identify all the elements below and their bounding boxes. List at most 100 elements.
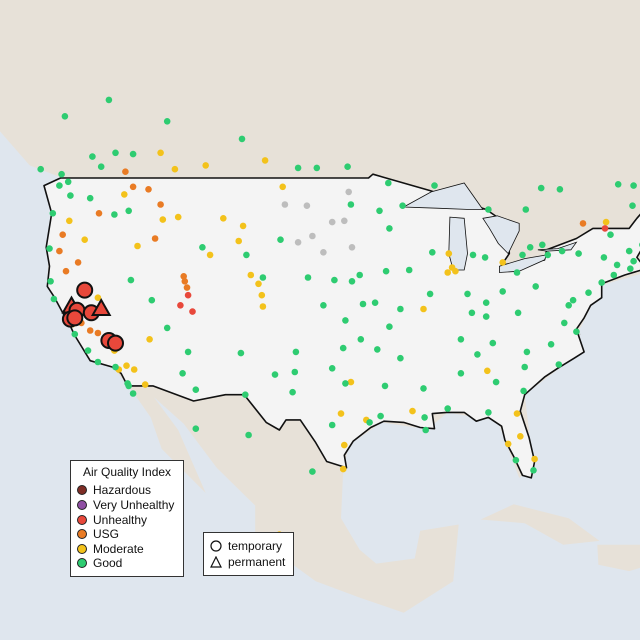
monitor-good-dot	[397, 354, 404, 362]
legend-item-very-unhealthy: Very Unhealthy	[77, 498, 174, 512]
monitor-good-dot	[457, 336, 465, 343]
monitor-good-dot	[148, 296, 156, 304]
monitor-good-dot	[421, 414, 428, 421]
monitor-moderate-dot	[171, 165, 179, 173]
monitor-good-dot	[89, 153, 96, 160]
monitor-good-dot	[377, 412, 384, 420]
monitor-good-dot	[47, 278, 54, 285]
monitor-good-dot	[163, 324, 171, 332]
legend-label-usg: USG	[93, 527, 120, 541]
monitor-good-dot	[630, 257, 637, 265]
monitor-nodata-dot	[341, 217, 348, 225]
monitor-moderate-dot	[174, 213, 182, 221]
monitor-good-dot	[561, 319, 568, 327]
monitor-good-dot	[342, 380, 349, 387]
monitor-good-dot	[58, 170, 65, 178]
monitor-good-dot	[238, 135, 246, 143]
monitor-good-dot	[277, 236, 284, 243]
great-lake-3	[499, 254, 548, 273]
monitor-good-dot	[64, 178, 72, 186]
monitor-good-dot	[521, 363, 528, 371]
monitor-good-dot	[556, 186, 564, 193]
monitor-moderate-dot	[499, 259, 507, 266]
great-lake-1	[448, 216, 468, 271]
monitor-unhealthy-dot	[177, 302, 184, 309]
monitor-good-dot	[105, 96, 113, 104]
monitor-good-dot	[320, 302, 327, 309]
legend-item-temporary: temporary	[210, 538, 282, 554]
monitor-good-dot	[97, 163, 105, 170]
monitor-good-dot	[526, 244, 534, 251]
monitor-good-dot	[129, 150, 137, 158]
monitor-moderate-dot	[420, 305, 427, 313]
monitor-good-dot	[386, 225, 393, 232]
monitor-good-dot	[376, 207, 383, 215]
monitor-moderate-dot	[337, 410, 345, 417]
monitor-good-dot	[481, 254, 489, 261]
monitor-good-dot	[614, 181, 622, 188]
monitor-good-dot	[499, 288, 507, 295]
monitor-moderate-dot	[239, 222, 247, 230]
monitor-moderate-dot	[347, 378, 355, 386]
monitor-good-dot	[49, 210, 57, 217]
monitor-good-dot	[519, 251, 526, 259]
legend-item-unhealthy: Unhealthy	[77, 513, 147, 527]
monitor-good-dot	[485, 206, 492, 213]
monitor-good-dot	[291, 368, 299, 376]
monitor-good-dot	[125, 207, 132, 215]
monitor-moderate-dot	[81, 236, 88, 243]
moderate-swatch	[77, 544, 87, 554]
monitor-good-dot	[565, 302, 572, 309]
monitor-moderate-dot	[452, 267, 459, 275]
monitor-moderate-dot	[220, 215, 227, 222]
monitor-unhealthy-temporary-marker	[66, 309, 84, 327]
monitor-good-dot	[366, 419, 373, 426]
monitor-good-dot	[422, 426, 430, 434]
monitor-good-dot	[610, 271, 618, 279]
legend-item-permanent: permanent	[210, 554, 285, 570]
monitor-good-dot	[304, 274, 312, 281]
monitor-moderate-dot	[259, 303, 267, 310]
monitor-good-dot	[50, 295, 58, 303]
monitor-usg-dot	[183, 284, 191, 291]
monitor-good-dot	[575, 250, 582, 257]
monitor-good-dot	[482, 313, 490, 320]
monitor-good-dot	[523, 348, 531, 356]
monitor-good-dot	[530, 467, 537, 474]
monitor-good-dot	[46, 245, 53, 252]
great-lake-4	[537, 241, 578, 252]
monitor-good-dot	[474, 351, 481, 358]
monitor-good-dot	[371, 299, 379, 307]
monitor-good-dot	[259, 274, 267, 281]
monitor-good-dot	[625, 247, 633, 255]
monitor-usg-dot	[181, 278, 189, 285]
monitor-moderate-dot	[409, 407, 416, 415]
monitor-good-dot	[539, 241, 546, 249]
monitor-good-dot	[482, 299, 490, 307]
monitor-moderate-dot	[445, 250, 453, 257]
monitor-good-dot	[429, 249, 436, 256]
monitor-good-dot	[544, 251, 552, 259]
monitor-good-dot	[382, 267, 390, 275]
monitor-good-dot	[468, 309, 476, 317]
monitor-good-dot	[67, 192, 74, 199]
monitor-type-legend: temporary permanent	[203, 532, 294, 576]
monitor-moderate-dot	[66, 217, 73, 225]
monitor-good-dot	[328, 421, 336, 429]
monitor-good-dot	[569, 296, 577, 304]
monitor-good-dot	[600, 254, 608, 261]
land-cuba	[480, 504, 600, 545]
monitor-usg-dot	[122, 168, 129, 175]
monitor-nodata-dot	[320, 249, 327, 256]
monitor-moderate-dot	[504, 440, 512, 448]
monitor-good-dot	[627, 265, 634, 273]
monitor-unhealthy-dot	[189, 308, 196, 315]
monitor-moderate-dot	[255, 280, 262, 288]
monitor-moderate-dot	[531, 455, 538, 463]
us-border	[43, 173, 640, 479]
monitor-good-dot	[444, 405, 452, 412]
very-unhealthy-swatch	[77, 500, 87, 510]
monitor-good-dot	[199, 244, 206, 251]
monitor-moderate-dot	[146, 336, 153, 343]
legend-label-hazardous: Hazardous	[93, 483, 152, 497]
